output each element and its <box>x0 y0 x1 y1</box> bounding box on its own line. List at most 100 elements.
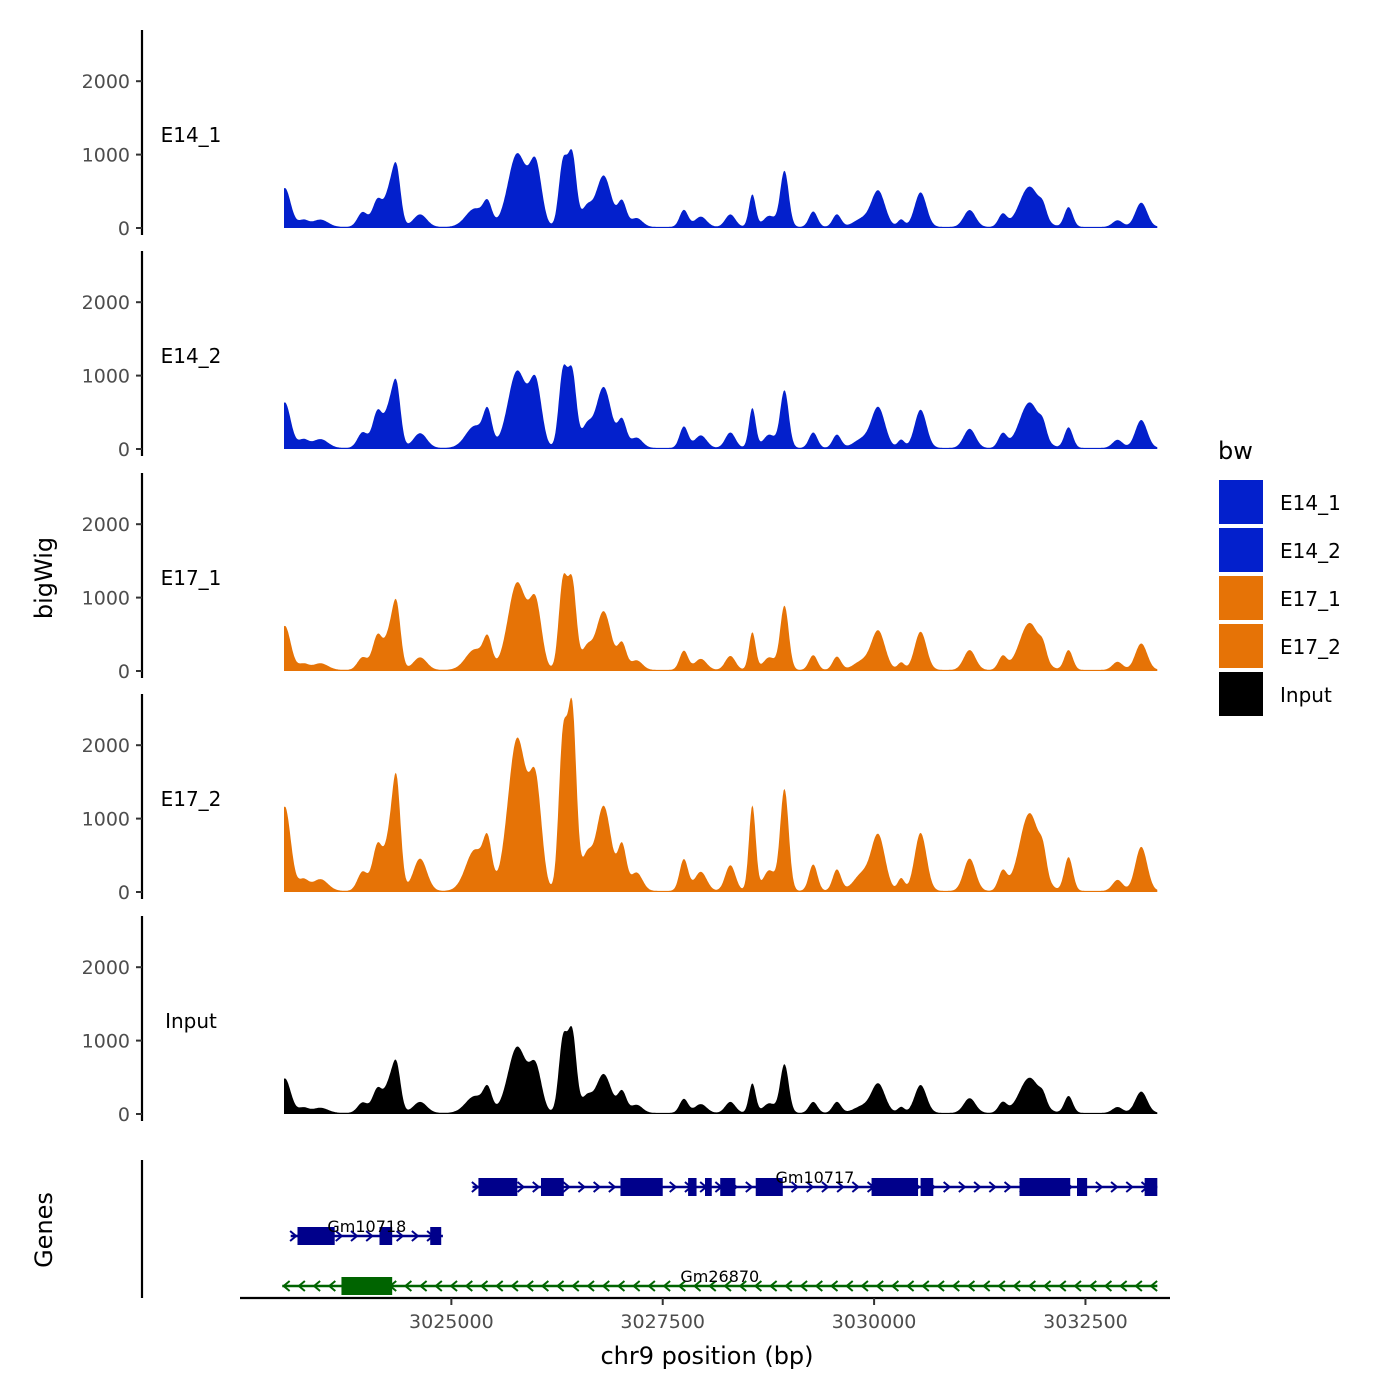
exon <box>1019 1178 1071 1196</box>
legend-key <box>1217 526 1265 574</box>
legend-label: E17_2 <box>1280 635 1341 659</box>
strand-arrow <box>1042 1280 1052 1292</box>
exon <box>430 1227 442 1245</box>
strand-arrow <box>516 1181 526 1193</box>
strand-arrow <box>951 1280 960 1292</box>
strand-arrow <box>403 1280 413 1292</box>
strand-arrow <box>1058 1280 1067 1292</box>
strand-arrow <box>753 1280 763 1292</box>
legend-label: E14_2 <box>1280 539 1341 563</box>
strand-arrow <box>790 1181 800 1193</box>
strand-arrow <box>647 1280 656 1292</box>
strand-arrow <box>312 1280 321 1292</box>
x-tick-label: 3030000 <box>832 1311 917 1333</box>
strand-arrow <box>1125 1181 1134 1193</box>
strand-arrow <box>350 1230 359 1242</box>
x-axis-title: chr9 position (bp) <box>600 1342 813 1370</box>
strand-arrow <box>1003 1181 1013 1193</box>
y-tick-label: 0 <box>118 882 130 904</box>
strand-arrow <box>525 1280 534 1292</box>
strand-arrow <box>464 1280 473 1292</box>
y-tick-label: 1000 <box>82 588 130 610</box>
y-tick-label: 2000 <box>82 71 130 93</box>
y-tick-label: 0 <box>118 1104 130 1126</box>
strand-arrow <box>836 1181 845 1193</box>
strand-arrow <box>860 1280 869 1292</box>
strand-arrow <box>692 1280 702 1292</box>
exon <box>705 1178 712 1196</box>
strand-arrow <box>821 1181 830 1193</box>
strand-arrow <box>988 1181 997 1193</box>
strand-arrow <box>982 1280 991 1292</box>
y-axis-title: bigWig <box>30 537 58 619</box>
strand-arrow <box>434 1280 443 1292</box>
strand-arrow <box>289 1230 298 1242</box>
exon <box>341 1277 393 1295</box>
legend-label: E17_1 <box>1280 587 1341 611</box>
exon <box>620 1178 663 1196</box>
strand-arrow <box>921 1280 930 1292</box>
gene-label: Gm10717 <box>775 1168 854 1187</box>
gene-label: Gm26870 <box>680 1267 759 1286</box>
strand-arrow <box>851 1181 860 1193</box>
strand-arrow <box>571 1280 580 1292</box>
strand-arrow <box>875 1280 884 1292</box>
strand-arrow <box>335 1230 344 1242</box>
strand-arrow <box>943 1181 952 1193</box>
strand-arrow <box>708 1280 717 1292</box>
strand-arrow <box>297 1280 306 1292</box>
legend-key <box>1217 574 1265 622</box>
gene-gm10717: Gm10717 <box>471 1168 1158 1196</box>
strand-arrow <box>449 1280 458 1292</box>
strand-arrow <box>769 1280 778 1292</box>
exon <box>379 1227 393 1245</box>
y-tick-label: 1000 <box>82 145 130 167</box>
strand-arrow <box>1095 1181 1104 1193</box>
strand-arrow <box>556 1280 565 1292</box>
gene-label: Gm10718 <box>327 1217 406 1236</box>
exon <box>540 1178 564 1196</box>
strand-arrow <box>471 1181 480 1193</box>
x-tick-label: 3025000 <box>409 1311 494 1333</box>
strand-arrow <box>973 1181 982 1193</box>
y-tick-label: 2000 <box>82 514 130 536</box>
strand-arrow <box>890 1280 900 1292</box>
y-tick-label: 2000 <box>82 292 130 314</box>
strand-arrow <box>540 1280 550 1292</box>
strand-arrow <box>1103 1280 1113 1292</box>
signal-area <box>284 1026 1158 1114</box>
strand-arrow <box>997 1280 1006 1292</box>
y-tick-label: 2000 <box>82 735 130 757</box>
exon <box>920 1178 934 1196</box>
signal-area <box>284 149 1158 228</box>
strand-arrow <box>958 1181 967 1193</box>
exon <box>755 1178 783 1196</box>
strand-arrow <box>669 1181 678 1193</box>
exon <box>688 1178 697 1196</box>
legend-label: Input <box>1280 683 1332 707</box>
strand-arrow <box>966 1280 976 1292</box>
track-e17-1: 0 1000 2000 E17_1 <box>82 473 1158 683</box>
strand-arrow <box>608 1181 617 1193</box>
strand-arrow <box>632 1280 641 1292</box>
strand-arrow <box>327 1280 336 1292</box>
signal-tracks: 0 1000 2000 E14_1 0 1000 2000 E14_2 0 1000 2000 E17… <box>82 30 1158 1126</box>
track-label: Input <box>165 1009 217 1033</box>
exon <box>478 1178 518 1196</box>
strand-arrow <box>1110 1181 1119 1193</box>
exon <box>297 1227 335 1245</box>
legend-title: bw <box>1218 437 1253 465</box>
signal-area <box>284 573 1158 671</box>
strand-arrow <box>616 1280 626 1292</box>
y-tick-label: 1000 <box>82 809 130 831</box>
exon <box>720 1178 736 1196</box>
x-axis: 3025000 3027500 3030000 3032500 <box>240 1296 1170 1333</box>
signal-area <box>284 697 1158 892</box>
y-tick-label: 2000 <box>82 957 130 979</box>
track-label: E17_2 <box>161 787 222 811</box>
strand-arrow <box>1073 1280 1082 1292</box>
strand-arrow <box>1027 1280 1036 1292</box>
strand-arrow <box>1088 1280 1097 1292</box>
x-tick-label: 3032500 <box>1043 1311 1128 1333</box>
strand-arrow <box>723 1280 732 1292</box>
